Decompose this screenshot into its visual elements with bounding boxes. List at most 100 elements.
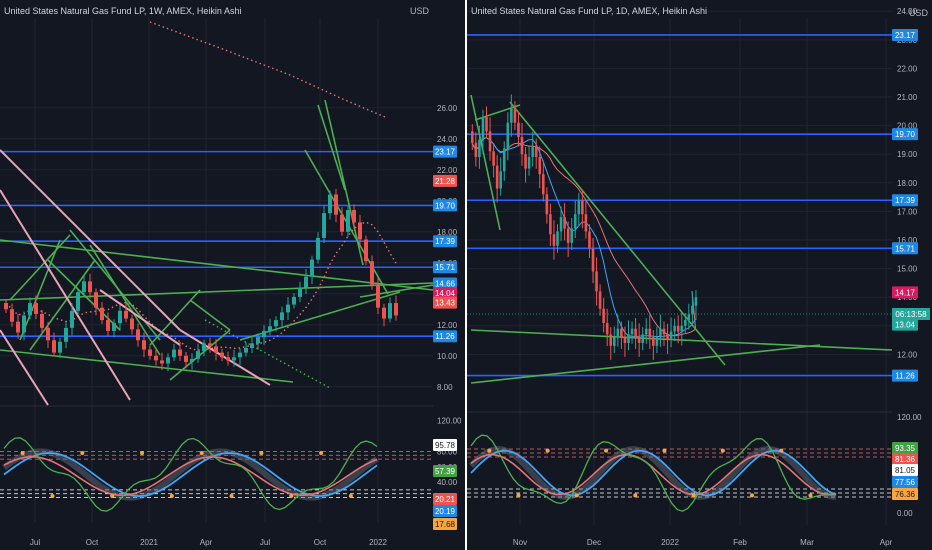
candle-body[interactable]: [474, 142, 478, 158]
candle-body[interactable]: [620, 328, 623, 338]
trendline[interactable]: [0, 349, 294, 383]
candle-body[interactable]: [10, 309, 14, 322]
candle-body[interactable]: [310, 259, 314, 277]
candle-body[interactable]: [196, 351, 200, 359]
candle-body[interactable]: [549, 214, 552, 235]
candle-body[interactable]: [598, 291, 602, 309]
trendline[interactable]: [149, 289, 201, 346]
candle-body[interactable]: [502, 148, 506, 172]
candle-body[interactable]: [328, 194, 332, 214]
candle-body[interactable]: [130, 318, 134, 330]
candle-body[interactable]: [172, 349, 176, 358]
weekly-oscillator-pane[interactable]: [0, 437, 433, 512]
candle-body[interactable]: [481, 117, 485, 140]
candle-body[interactable]: [208, 343, 212, 347]
candle-body[interactable]: [634, 328, 637, 338]
candle-body[interactable]: [166, 357, 170, 364]
candle-body[interactable]: [644, 328, 648, 335]
candle-body[interactable]: [292, 296, 296, 305]
candle-body[interactable]: [545, 194, 549, 215]
candle-body[interactable]: [602, 308, 605, 323]
candle-body[interactable]: [352, 210, 356, 223]
candle-body[interactable]: [70, 310, 74, 328]
candle-body[interactable]: [58, 341, 62, 353]
candle-body[interactable]: [82, 281, 86, 293]
candle-body[interactable]: [256, 337, 260, 344]
channel-line[interactable]: [0, 329, 49, 406]
candle-body[interactable]: [286, 304, 290, 313]
candle-body[interactable]: [112, 323, 116, 331]
candle-body[interactable]: [478, 139, 481, 158]
candle-body[interactable]: [268, 326, 272, 331]
candle-body[interactable]: [274, 320, 278, 327]
candle-body[interactable]: [591, 248, 595, 272]
candle-body[interactable]: [542, 174, 545, 195]
trendline[interactable]: [19, 239, 61, 341]
candle-body[interactable]: [566, 228, 570, 243]
candle-body[interactable]: [684, 320, 687, 326]
candle-body[interactable]: [244, 348, 248, 353]
candle-body[interactable]: [669, 331, 673, 341]
candle-body[interactable]: [388, 303, 392, 319]
candle-body[interactable]: [46, 327, 50, 341]
candle-body[interactable]: [250, 343, 254, 348]
candle-body[interactable]: [76, 292, 80, 311]
candle-body[interactable]: [471, 131, 474, 143]
candle-body[interactable]: [106, 320, 110, 331]
candle-body[interactable]: [124, 310, 128, 319]
candle-body[interactable]: [652, 337, 655, 346]
candle-body[interactable]: [563, 217, 566, 229]
trendline[interactable]: [0, 239, 434, 291]
channel-line[interactable]: [99, 289, 181, 346]
candle-body[interactable]: [358, 222, 362, 240]
candle-body[interactable]: [584, 214, 588, 232]
candle-body[interactable]: [510, 108, 513, 123]
candle-body[interactable]: [673, 325, 676, 332]
candle-body[interactable]: [659, 328, 662, 338]
candle-body[interactable]: [52, 340, 56, 353]
candle-body[interactable]: [627, 334, 630, 343]
candle-body[interactable]: [178, 349, 182, 356]
candle-body[interactable]: [556, 231, 559, 246]
trendline[interactable]: [317, 104, 346, 191]
candle-body[interactable]: [577, 199, 581, 215]
candle-body[interactable]: [559, 217, 563, 232]
candle-body[interactable]: [22, 315, 26, 333]
candle-body[interactable]: [595, 271, 598, 292]
trendline[interactable]: [239, 291, 401, 341]
candle-body[interactable]: [687, 314, 691, 321]
candle-body[interactable]: [322, 213, 326, 238]
trendline[interactable]: [189, 299, 231, 331]
candle-body[interactable]: [4, 303, 8, 310]
candle-body[interactable]: [531, 145, 534, 158]
candle-body[interactable]: [304, 276, 308, 288]
candle-body[interactable]: [88, 281, 92, 293]
candle-body[interactable]: [40, 313, 44, 328]
candle-body[interactable]: [499, 171, 502, 189]
weekly-trendlines[interactable]: [0, 99, 434, 406]
panel-divider[interactable]: [465, 0, 467, 550]
candle-body[interactable]: [238, 352, 242, 358]
weekly-candles[interactable]: [4, 188, 398, 372]
candle-body[interactable]: [316, 237, 320, 260]
candle-body[interactable]: [534, 145, 538, 158]
candle-body[interactable]: [513, 108, 517, 123]
candle-body[interactable]: [214, 346, 218, 353]
candle-body[interactable]: [520, 137, 524, 155]
trendline[interactable]: [0, 282, 434, 301]
weekly-horizontal-levels[interactable]: [0, 150, 433, 338]
candle-body[interactable]: [262, 330, 266, 338]
candle-body[interactable]: [298, 287, 302, 297]
daily-candles[interactable]: [471, 94, 698, 360]
candle-body[interactable]: [527, 157, 531, 169]
daily-chart-panel[interactable]: United States Natural Gas Fund LP, 1D, A…: [467, 6, 930, 547]
candle-body[interactable]: [28, 303, 32, 316]
daily-oscillator-pane[interactable]: [467, 434, 892, 512]
candle-body[interactable]: [648, 328, 652, 338]
candle-body[interactable]: [346, 210, 350, 232]
candle-body[interactable]: [506, 122, 510, 149]
candle-body[interactable]: [616, 328, 620, 338]
candle-body[interactable]: [64, 327, 68, 342]
candle-body[interactable]: [370, 261, 374, 285]
candle-body[interactable]: [232, 357, 236, 361]
